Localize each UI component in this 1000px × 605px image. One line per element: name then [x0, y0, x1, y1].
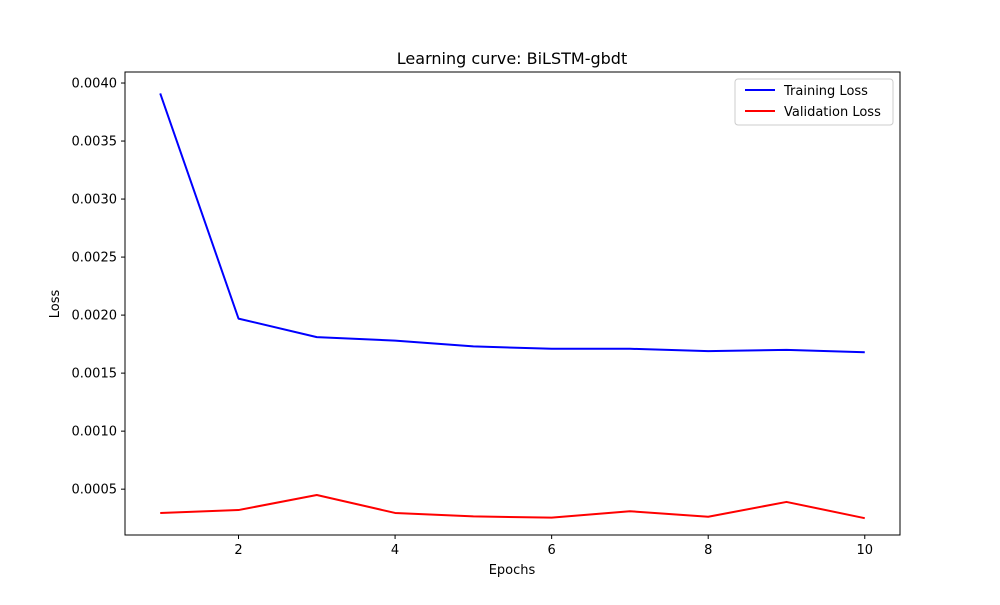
series-line-validation-loss	[160, 493, 865, 520]
x-tick-label: 8	[704, 543, 712, 558]
x-axis-label: Epochs	[489, 563, 536, 578]
y-tick-label: 0.0005	[72, 483, 118, 498]
x-axis-ticks: 2 4 6 8 10	[234, 535, 873, 558]
legend: Training Loss Validation Loss	[734, 78, 894, 126]
series-line-training-loss	[159, 93, 865, 354]
chart-title: Learning curve: BiLSTM-gbdt	[397, 49, 627, 68]
y-tick-label: 0.0025	[72, 251, 118, 266]
x-tick-label: 2	[234, 543, 242, 558]
plot-area-frame	[124, 71, 901, 536]
x-tick-label: 10	[856, 543, 873, 558]
y-tick-label: 0.0015	[72, 367, 118, 382]
y-axis-label: Loss	[48, 290, 63, 319]
x-tick-label: 4	[391, 543, 399, 558]
x-tick-label: 6	[548, 543, 556, 558]
y-axis-ticks: 0.0005 0.0010 0.0015 0.0020 0.0025 0.0030 0.00…	[72, 77, 125, 498]
y-tick-label: 0.0010	[72, 425, 118, 440]
legend-label-validation-loss: Validation Loss	[784, 105, 881, 120]
y-tick-label: 0.0020	[72, 309, 118, 324]
y-tick-label: 0.0040	[72, 77, 118, 92]
series-layer	[159, 93, 865, 520]
legend-label-training-loss: Training Loss	[783, 84, 868, 99]
y-tick-label: 0.0030	[72, 193, 118, 208]
y-tick-label: 0.0035	[72, 135, 118, 150]
